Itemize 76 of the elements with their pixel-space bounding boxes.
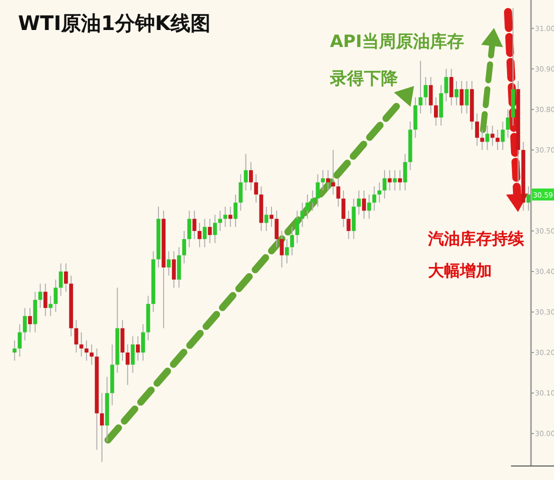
candlestick [392,170,397,191]
candlestick [43,283,48,317]
annotation: 录得下降 [329,69,399,89]
candlestick [480,129,484,150]
candlestick [362,190,366,220]
annotation: API当周原油库存 [330,32,464,52]
text: WTI原油1分钟K线图 [18,11,211,35]
candlestick [198,222,202,248]
candlestick [506,108,510,138]
candlestick [290,226,294,256]
candlestick [248,162,253,191]
candlestick [377,182,382,204]
candlestick [424,76,428,106]
candlestick [74,320,78,354]
candlestick [500,121,505,150]
candlestick [254,174,258,204]
candlestick [90,344,94,366]
candlestick [274,210,279,248]
candlestick [428,76,433,114]
annotation: 大幅增加 [428,261,492,280]
candlestick [382,170,386,200]
candlestick [64,262,68,292]
candlestick [367,194,372,220]
candlestick [526,186,530,212]
candlestick [300,202,304,228]
candlestick [126,344,130,386]
candlestick [485,125,490,150]
candlestick [238,174,243,212]
candlestick [388,170,392,191]
candlestick [403,153,408,191]
candlestick [84,340,88,362]
candlestick [434,96,438,126]
candlestick [310,190,315,212]
candlestick [28,307,32,333]
candlestick [228,206,232,228]
candlestick [136,336,140,362]
candlestick [475,112,479,146]
candlestick [192,210,196,240]
candlestick [208,218,212,244]
candlestick [464,80,469,114]
candlestick [320,170,325,191]
candlestick [244,153,248,191]
candlestick [100,392,104,462]
annotation: 汽油库存持续 [427,229,525,248]
candlestick [48,295,52,317]
candlestick [202,218,207,248]
candlestick [398,170,402,191]
candlestick [496,129,500,150]
candlestick [284,238,289,264]
candlestick [490,125,494,146]
candlestick [172,250,176,288]
candlestick [264,206,268,232]
candlestick [454,80,458,106]
candlestick [346,210,351,240]
candlestick [234,194,238,228]
candlestick [182,230,186,264]
candlestick [213,214,217,244]
candlestick [295,210,300,244]
candlestick [54,279,58,313]
candlestick [58,262,63,296]
candlestick [449,68,454,106]
candlestick [141,324,145,362]
candlestick [22,307,27,341]
candlestick [460,80,464,114]
candlestick [306,194,310,220]
candlestick [218,210,222,232]
candlestick [12,340,17,362]
candlestick [341,190,346,228]
candlestick [79,332,84,358]
candlestick [280,230,284,268]
candlestick [336,178,340,208]
candlestick [270,206,274,228]
candlestick [356,190,361,216]
candlestick [418,60,422,114]
candlestick [326,170,330,191]
candlestick [331,149,336,196]
